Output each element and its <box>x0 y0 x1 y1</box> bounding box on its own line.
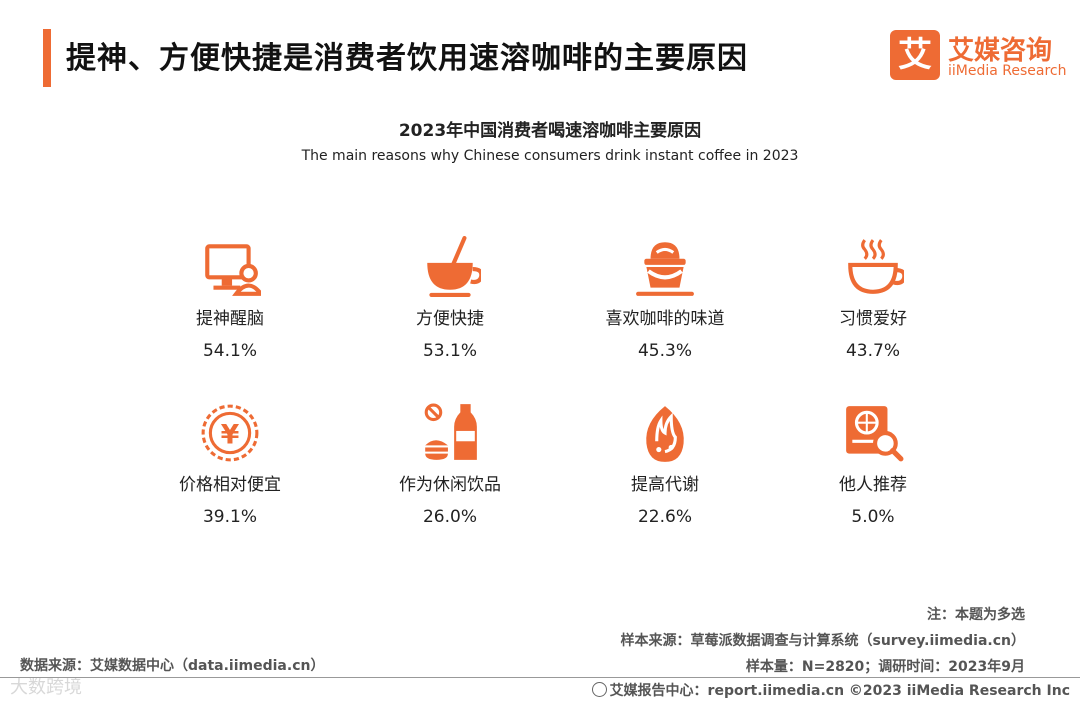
logo-mark: 艾 <box>890 30 940 80</box>
snack-drink-icon <box>350 402 550 464</box>
computer-user-icon <box>130 236 330 298</box>
reason-value: 45.3% <box>637 341 692 361</box>
reason-value: 5.0% <box>851 507 895 527</box>
chart-subtitle: The main reasons why Chinese consumers d… <box>301 148 799 164</box>
reason-label: 作为休闲饮品 <box>399 475 501 495</box>
title-accent-bar <box>43 29 51 87</box>
reason-value: 26.0% <box>422 507 477 527</box>
watermark: 大数跨境 <box>10 677 82 698</box>
sample-size-note: 样本量：N=2820；调研时间：2023年9月 <box>745 659 1025 675</box>
reason-label: 价格相对便宜 <box>179 475 281 495</box>
reason-item: 习惯爱好 43.7% <box>773 236 973 361</box>
data-source: 数据来源：艾媒数据中心（data.iimedia.cn） <box>20 658 325 674</box>
flame-icon <box>565 402 765 464</box>
coffee-cup-icon <box>350 236 550 298</box>
reason-item: 喜欢咖啡的味道 45.3% <box>565 236 765 361</box>
globe-icon <box>591 682 607 697</box>
logo-text-en: iiMedia Research <box>948 63 1067 79</box>
reason-value: 54.1% <box>202 341 257 361</box>
reason-value: 43.7% <box>845 341 900 361</box>
reason-item: 提高代谢 22.6% <box>565 402 765 527</box>
reason-label: 习惯爱好 <box>839 309 907 329</box>
svg-text:¥: ¥ <box>221 419 240 450</box>
sample-source-note: 样本来源：草莓派数据调查与计算系统（survey.iimedia.cn） <box>620 633 1025 649</box>
yuan-coin-icon: ¥ <box>130 402 330 464</box>
multi-select-note: 注：本题为多选 <box>927 607 1025 623</box>
reason-label: 喜欢咖啡的味道 <box>605 309 725 329</box>
reason-item: 方便快捷 53.1% <box>350 236 550 361</box>
page-title: 提神、方便快捷是消费者饮用速溶咖啡的主要原因 <box>66 41 748 76</box>
reason-label: 提高代谢 <box>631 475 699 495</box>
footer-text: 艾媒报告中心：report.iimedia.cn ©2023 iiMedia R… <box>609 683 1070 699</box>
reason-value: 39.1% <box>202 507 257 527</box>
coffee-drink-icon <box>565 236 765 298</box>
footer: 艾媒报告中心：report.iimedia.cn ©2023 iiMedia R… <box>591 680 1070 700</box>
reason-item: 提神醒脑 54.1% <box>130 236 330 361</box>
reason-label: 提神醒脑 <box>196 309 264 329</box>
logo-text-cn: 艾媒咨询 <box>948 36 1053 66</box>
footer-divider <box>0 677 1080 678</box>
reason-label: 方便快捷 <box>416 309 484 329</box>
chart-title: 2023年中国消费者喝速溶咖啡主要原因 <box>398 121 702 141</box>
reason-value: 53.1% <box>422 341 477 361</box>
reason-item: 作为休闲饮品 26.0% <box>350 402 550 527</box>
search-doc-icon <box>773 402 973 464</box>
brand-logo: 艾 艾媒咨询 iiMedia Research <box>890 30 1070 84</box>
reason-label: 他人推荐 <box>839 475 907 495</box>
hot-cup-icon <box>773 236 973 298</box>
reason-item: 他人推荐 5.0% <box>773 402 973 527</box>
reason-item: ¥ 价格相对便宜 39.1% <box>130 402 330 527</box>
reason-value: 22.6% <box>637 507 692 527</box>
